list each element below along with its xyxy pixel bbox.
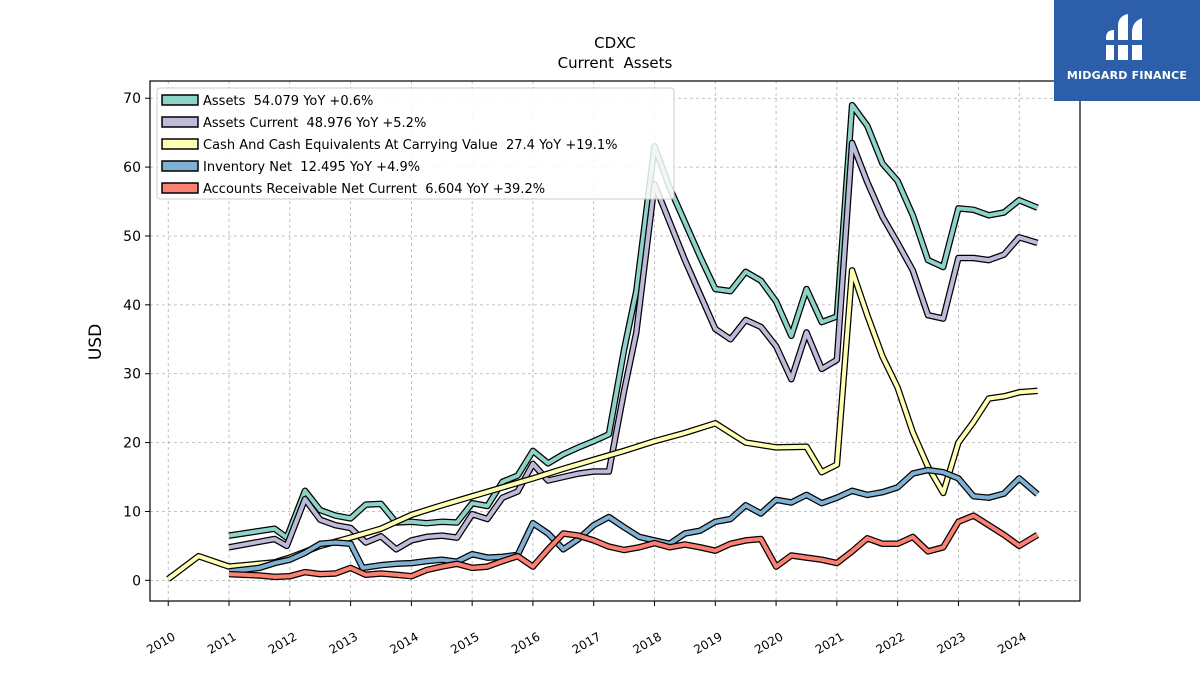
- midgard-logo-icon: [1104, 14, 1144, 60]
- x-tick-label: 2019: [691, 629, 724, 656]
- x-tick-label: 2010: [144, 629, 177, 656]
- y-tick-label: 70: [123, 91, 141, 107]
- plot-frame: [149, 80, 1081, 602]
- series-line-1: [228, 141, 1039, 552]
- y-tick-label: 40: [123, 298, 141, 314]
- y-tick-label: 20: [123, 436, 141, 452]
- chart-title: CDXC: [594, 34, 636, 52]
- x-tick-label: 2022: [874, 629, 907, 656]
- x-tick-label: 2017: [570, 629, 603, 656]
- legend-label: Cash And Cash Equivalents At Carrying Va…: [203, 138, 618, 153]
- series-line-0: [228, 103, 1039, 540]
- legend-swatch: [161, 116, 199, 128]
- x-tick-label: 2024: [995, 629, 1028, 656]
- x-tick-label: 2013: [327, 629, 360, 656]
- y-tick-label: 30: [123, 367, 141, 383]
- legend-box: [156, 87, 675, 200]
- x-tick-label: 2016: [509, 629, 542, 656]
- x-tick-label: 2015: [448, 629, 481, 656]
- y-tick-label: 60: [123, 160, 141, 176]
- legend-label: Assets 54.079 YoY +0.6%: [203, 94, 373, 109]
- logo-text: MIDGARD FINANCE: [1066, 69, 1188, 82]
- legend-label: Accounts Receivable Net Current 6.604 Yo…: [203, 182, 545, 197]
- series-line-4: [228, 513, 1039, 579]
- series-lines: [166, 101, 1040, 582]
- y-tick-label: 0: [132, 573, 141, 589]
- brand-logo: MIDGARD FINANCE: [1054, 0, 1200, 101]
- legend-label: Assets Current 48.976 YoY +5.2%: [203, 116, 426, 131]
- x-tick-label: 2012: [266, 629, 299, 656]
- x-tick-label: 2018: [631, 629, 664, 656]
- y-tick-label: 50: [123, 229, 141, 245]
- series-line-2: [166, 268, 1038, 581]
- series-outline-2: [166, 267, 1038, 582]
- legend-label: Inventory Net 12.495 YoY +4.9%: [203, 160, 420, 175]
- y-axis-label: USD: [86, 324, 106, 360]
- x-tick-label: 2020: [752, 629, 785, 656]
- x-tick-label: 2023: [934, 629, 967, 656]
- legend-swatch: [161, 160, 199, 172]
- x-tick-label: 2021: [813, 629, 846, 656]
- legend-swatch: [161, 138, 199, 150]
- legend: Assets 54.079 YoY +0.6% Assets Current 48…: [156, 87, 675, 200]
- chart-subtitle: Current Assets: [558, 54, 673, 72]
- x-tick-label: 2011: [205, 629, 238, 656]
- series-line-3: [228, 468, 1039, 574]
- y-tick-label: 10: [123, 504, 141, 520]
- legend-swatch: [161, 94, 199, 106]
- legend-swatch: [161, 182, 199, 194]
- x-tick-label: 2014: [387, 629, 420, 656]
